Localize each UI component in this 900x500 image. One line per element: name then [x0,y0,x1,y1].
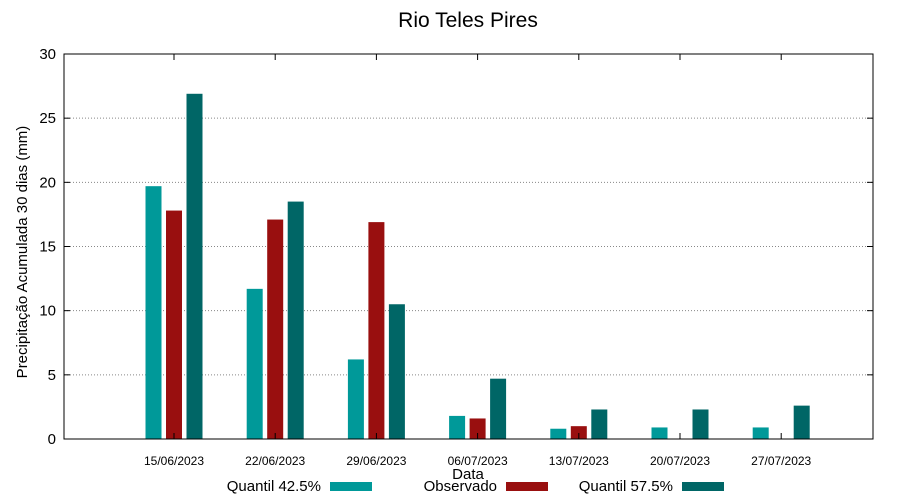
bar-1-0 [246,288,263,439]
bar-0-1 [166,210,182,439]
chart-title: Rio Teles Pires [398,9,538,32]
bar-2-2 [388,304,405,439]
x-tick-label: 27/07/2023 [751,454,811,468]
y-tick-label: 15 [39,239,56,256]
legend-label: Quantil 57.5% [579,478,673,495]
bar-6-0 [752,427,769,439]
x-tick-label: 15/06/2023 [144,454,204,468]
x-tick-label: 22/06/2023 [245,454,305,468]
bar-3-0 [449,415,466,439]
x-tick-label: 13/07/2023 [549,454,609,468]
x-axis-label: Data [452,466,484,483]
y-tick-label: 25 [39,110,56,127]
bar-4-0 [550,428,567,439]
bar-1-1 [267,219,284,439]
y-axis: 0 5 10 15 20 25 30 [39,46,873,448]
y-tick-label: 10 [39,303,56,320]
bars [145,93,810,440]
y-tick-label: 30 [39,46,56,63]
bar-5-0 [651,427,668,439]
bar-4-1 [570,426,587,439]
x-axis: 15/06/2023 22/06/2023 29/06/2023 06/07/2023… [144,54,812,468]
bar-0-2 [186,93,203,440]
grid-lines [64,117,873,376]
bar-2-0 [347,359,364,439]
x-tick-label: 06/07/2023 [448,454,508,468]
bar-0-0 [145,186,162,439]
bar-6-2 [793,405,810,439]
bar-3-1 [469,418,486,439]
legend-label: Observado [424,478,497,495]
y-tick-label: 20 [39,174,56,191]
legend-swatch [330,482,372,491]
y-axis-label: Precipitação Acumulada 30 dias (mm) [14,126,31,379]
legend-swatch [506,482,548,491]
bar-3-2 [490,378,507,439]
legend-swatch [682,482,724,491]
x-tick-label: 29/06/2023 [346,454,406,468]
bar-5-2 [692,409,709,439]
x-tick-label: 20/07/2023 [650,454,710,468]
y-tick-label: 0 [48,431,56,448]
bar-1-2 [287,201,304,439]
legend-label: Quantil 42.5% [227,478,321,495]
y-tick-label: 5 [48,367,56,384]
bar-4-2 [591,409,608,439]
bar-2-1 [368,222,385,439]
legend: Quantil 42.5% Observado Quantil 57.5% [227,478,724,495]
